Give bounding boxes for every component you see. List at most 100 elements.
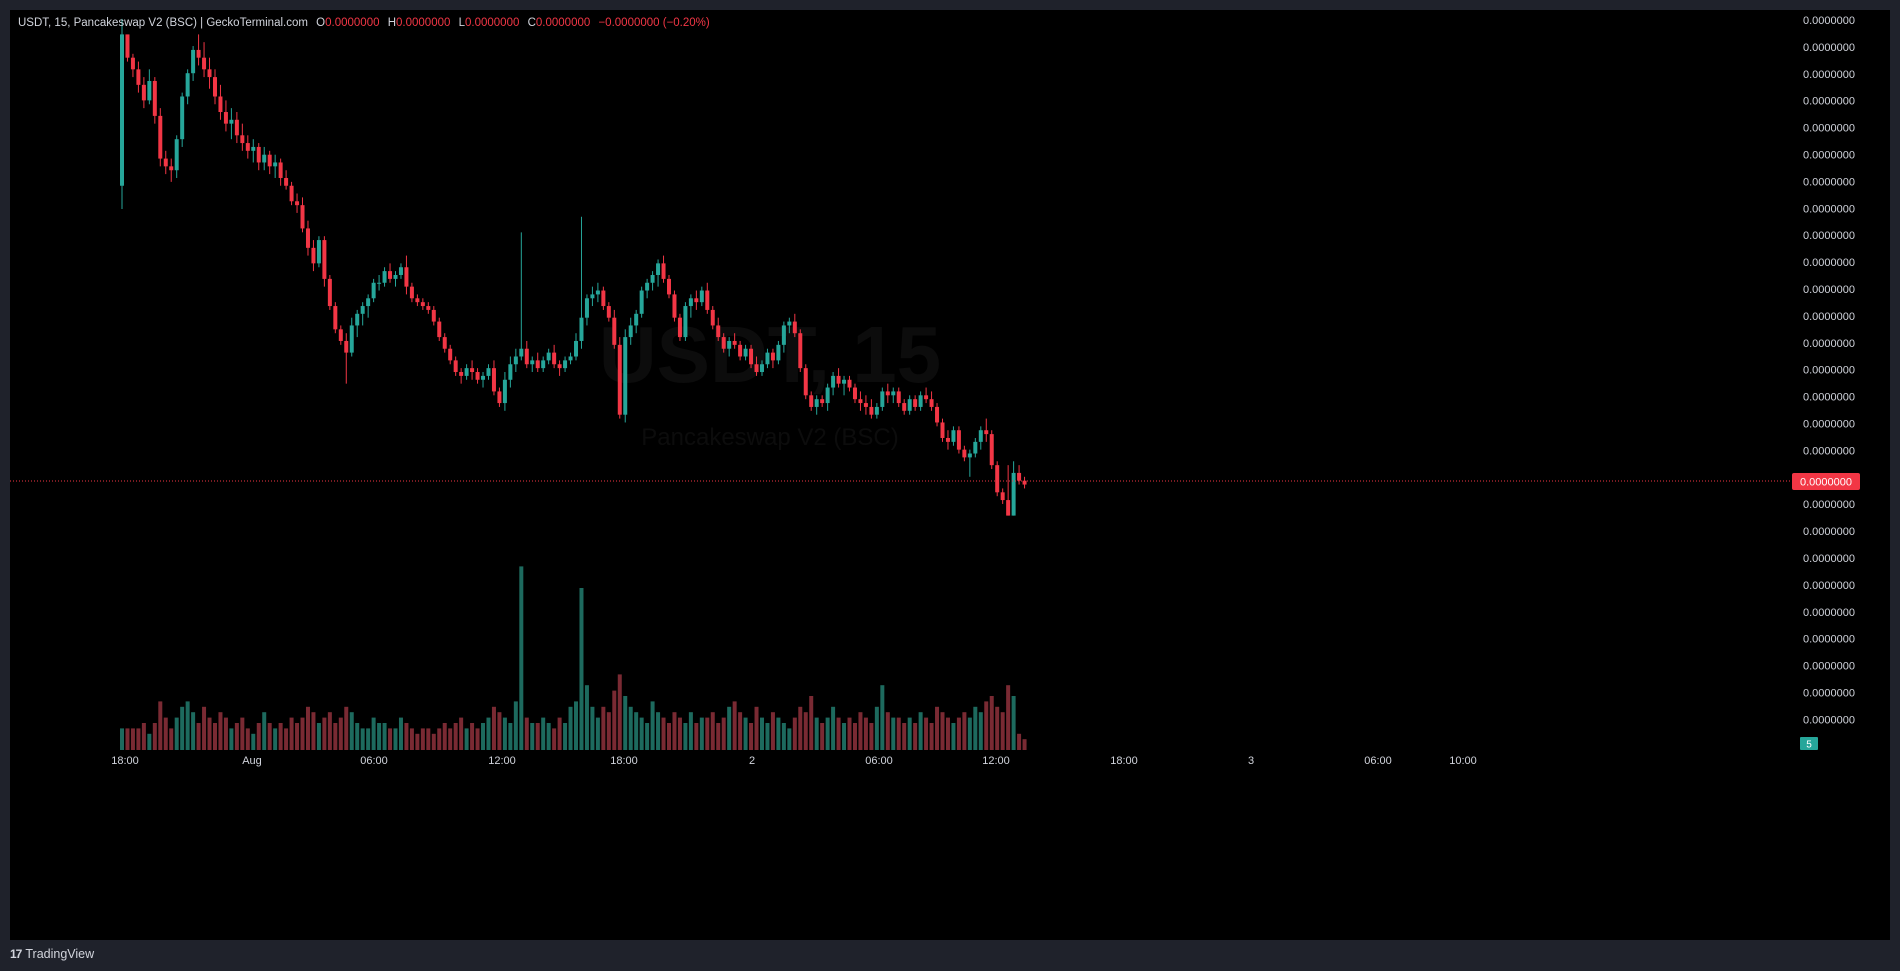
volume-bar (202, 706, 207, 750)
volume-bar (984, 701, 989, 750)
volume-bar (180, 706, 185, 750)
volume-bar (338, 717, 343, 750)
candle-body (617, 344, 622, 415)
price-tick-label: 0.0000000 (1803, 580, 1855, 592)
candle-body (541, 360, 546, 369)
candle-body (415, 298, 420, 303)
time-tick-label: 2 (749, 755, 755, 767)
tradingview-logo[interactable]: 17 TradingView (10, 947, 94, 961)
volume-bar (699, 717, 704, 750)
candle-body (645, 282, 650, 291)
candle-body (842, 379, 847, 384)
candle-body (448, 348, 453, 361)
candle-body (158, 115, 163, 159)
chart-area[interactable]: USDT, 15 Pancakeswap V2 (BSC) 0.0000000 0… (10, 10, 1890, 940)
time-tick-label: 18:00 (610, 755, 638, 767)
volume-bar (191, 712, 196, 750)
candle-body (732, 340, 737, 345)
candle-body (798, 333, 803, 369)
volume-bar (891, 717, 896, 750)
candle-body (502, 379, 507, 404)
candlestick-chart[interactable]: USDT, 15 Pancakeswap V2 (BSC) 0.00000000… (10, 10, 1890, 940)
candle-body (147, 80, 152, 101)
candle-body (360, 306, 365, 314)
tradingview-brand: TradingView (25, 947, 95, 961)
candle-body (628, 325, 633, 338)
candle-body (995, 465, 1000, 493)
volume-bar (273, 728, 278, 750)
volume-bar (409, 728, 414, 750)
volume-bar (491, 706, 496, 750)
legend-open-label: O (316, 17, 326, 29)
candle-body (945, 437, 950, 442)
candle-body (727, 340, 732, 349)
volume-bar (781, 723, 786, 750)
volume-bar (497, 712, 502, 750)
candle-body (721, 337, 726, 349)
volume-bar (945, 717, 950, 750)
volume-bar (776, 717, 781, 750)
candle-body (623, 337, 628, 415)
candle-body (464, 368, 469, 376)
candle-body (776, 344, 781, 361)
candle-body (743, 348, 748, 357)
volume-bar (820, 723, 825, 750)
price-axis[interactable]: 0.0000000 0.0000000 0.0000000 0.0000000 0.00… (1803, 15, 1855, 726)
volume-bar (584, 685, 589, 750)
candle-body (962, 449, 967, 458)
candle-body (896, 391, 901, 404)
candle-body (852, 387, 857, 400)
volume-bar (240, 717, 245, 750)
legend-high-label: H (387, 17, 397, 29)
candle-body (677, 317, 682, 338)
volume-bar (721, 717, 726, 750)
volume-bar (382, 723, 387, 750)
candle-body (459, 372, 464, 376)
volume-bar (792, 717, 797, 750)
candle-body (481, 375, 486, 380)
volume-bar (174, 717, 179, 750)
time-tick-label: 12:00 (488, 755, 516, 767)
candle-body (880, 391, 885, 407)
candle-body (229, 119, 234, 124)
volume-bar (852, 723, 857, 750)
volume-bar (743, 717, 748, 750)
volume-bar (606, 712, 611, 750)
candle-body (136, 69, 141, 85)
candle-body (973, 441, 978, 454)
candle-body (781, 325, 786, 345)
candle-body (223, 112, 228, 124)
time-axis[interactable]: 18:00 Aug 06:00 12:00 18:00 2 06:00 12:00 18:00 3… (111, 755, 1477, 767)
volume-bar (130, 728, 135, 750)
volume-badge-label: 5 (1806, 740, 1812, 751)
candle-body (836, 375, 841, 384)
candle-body (125, 34, 130, 58)
volume-bar (311, 712, 316, 750)
candle-body (694, 298, 699, 303)
volume-bar (349, 712, 354, 750)
legend-symbol[interactable]: USDT, 15, Pancakeswap V2 (BSC) | GeckoTe… (18, 17, 308, 29)
watermark-symbol: USDT, 15 (599, 310, 941, 399)
candle-body (426, 306, 431, 310)
candle-body (672, 294, 677, 318)
legend-low-value: 0.0000000 (465, 17, 520, 29)
candle-body (404, 267, 409, 287)
volume-bar (667, 723, 671, 750)
candle-body (152, 80, 157, 116)
volume-bar (552, 728, 557, 750)
time-tick-label: 06:00 (360, 755, 388, 767)
candle-body (929, 399, 934, 407)
candle-body (688, 298, 693, 307)
candle-body (251, 146, 256, 151)
volume-bar (656, 712, 661, 750)
volume-bar (486, 717, 491, 750)
candle-body (650, 275, 655, 283)
legend-low-label: L (458, 17, 465, 29)
candle-body (612, 317, 617, 345)
volume-bar (300, 717, 305, 750)
price-tick-label: 0.0000000 (1803, 499, 1855, 511)
candle-body (453, 360, 458, 373)
legend-open-value: 0.0000000 (325, 17, 380, 29)
volume-bar (902, 723, 907, 750)
volume-bar (196, 723, 201, 750)
